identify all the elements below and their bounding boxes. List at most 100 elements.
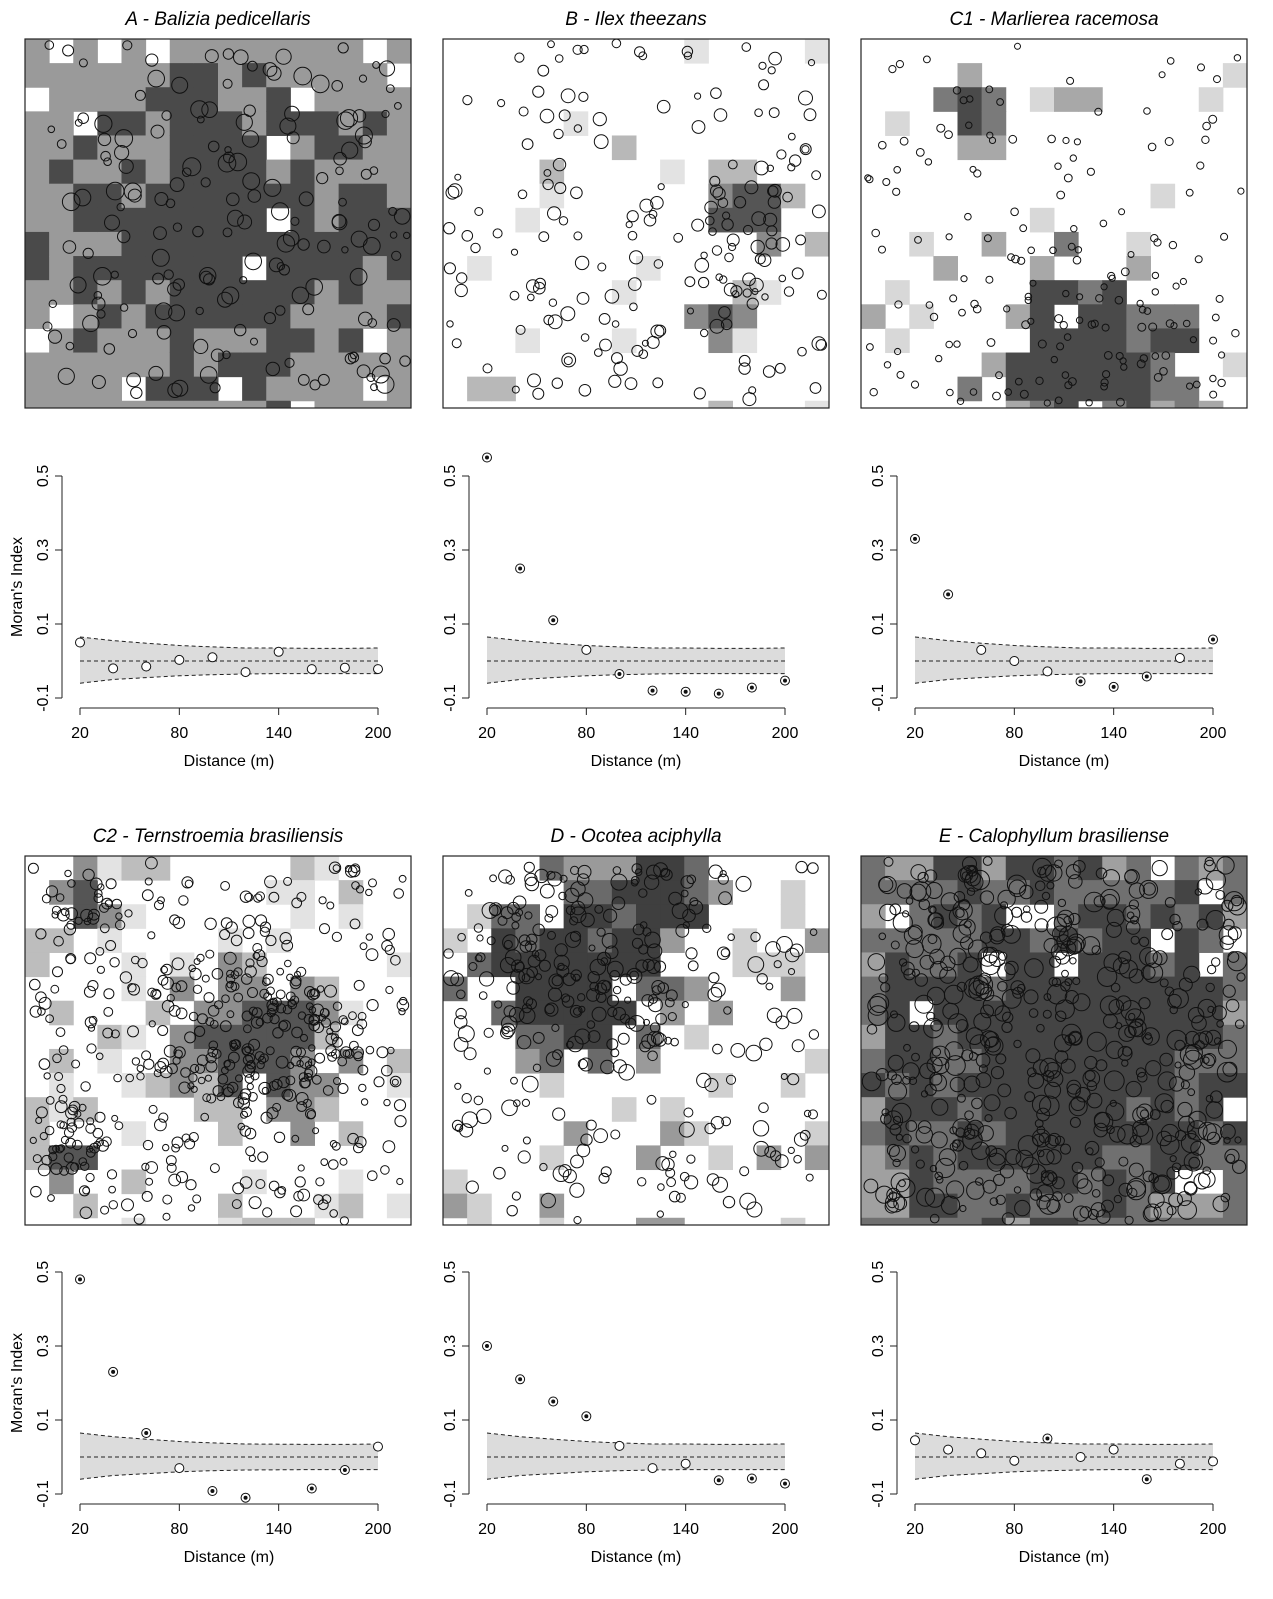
tree-individual [141, 1050, 152, 1061]
tree-individual [586, 988, 600, 1002]
tree-individual [242, 172, 261, 191]
tree-individual [1027, 246, 1035, 255]
tree-individual [1143, 307, 1152, 315]
tree-individual [35, 928, 47, 940]
tree-individual [1068, 874, 1083, 889]
tree-individual [952, 1118, 972, 1138]
tree-individual [1187, 1130, 1197, 1140]
tree-individual [630, 876, 640, 885]
tree-individual [42, 321, 53, 332]
map-quadrat [386, 39, 412, 64]
tree-individual [985, 1145, 998, 1158]
map-quadrat [97, 376, 122, 402]
tree-individual [908, 1021, 920, 1033]
tree-individual [766, 225, 778, 237]
tree-individual [194, 1025, 206, 1038]
tree-individual [72, 1139, 83, 1151]
x-tick-label: 200 [772, 725, 799, 742]
map-frame [442, 855, 830, 1226]
tree-individual [1211, 957, 1221, 967]
tree-individual [764, 1146, 777, 1158]
tree-individual [264, 875, 277, 889]
tree-individual [88, 908, 100, 921]
moran-point-significant [584, 1414, 589, 1419]
tree-individual [1062, 289, 1070, 298]
map-quadrat [1005, 856, 1031, 881]
tree-individual [748, 386, 757, 395]
tree-individual [1093, 895, 1106, 908]
tree-individual [515, 324, 526, 335]
tree-individual [655, 1013, 667, 1025]
tree-individual [233, 967, 243, 977]
tree-individual [205, 949, 215, 959]
tree-individual [274, 1186, 286, 1199]
tree-individual [111, 1114, 119, 1122]
tree-individual [103, 343, 116, 355]
map-quadrat [97, 1048, 122, 1074]
tree-individual [1142, 1034, 1154, 1045]
tree-individual [281, 939, 294, 952]
tree-individual [510, 248, 519, 256]
map-quadrat [1126, 856, 1151, 881]
tree-individual [1169, 1155, 1177, 1163]
map-quadrat [97, 856, 122, 881]
tree-individual [1153, 1175, 1170, 1192]
tree-individual [1128, 1019, 1147, 1038]
tree-individual [807, 862, 819, 874]
moran-point-significant [1111, 684, 1116, 689]
tree-individual [628, 277, 642, 291]
tree-individual [768, 183, 782, 198]
tree-individual [926, 1011, 936, 1021]
map-quadrat [218, 328, 243, 354]
tree-individual [682, 921, 690, 929]
tree-individual [1157, 1071, 1177, 1091]
tree-individual [255, 1179, 266, 1189]
tree-individual [653, 259, 664, 269]
tree-individual [960, 275, 968, 283]
tree-individual [97, 132, 112, 147]
tree-individual [55, 893, 65, 902]
map-quadrat [885, 1048, 910, 1074]
map-quadrat [121, 976, 147, 1002]
tree-individual [108, 1185, 116, 1194]
map-quadrat [338, 159, 364, 185]
tree-individual [725, 1074, 737, 1085]
tree-individual [539, 108, 555, 124]
map-quadrat [73, 880, 98, 905]
tree-individual [532, 387, 545, 400]
tree-individual [222, 227, 233, 238]
tree-individual [145, 856, 158, 870]
tree-individual [517, 1150, 531, 1164]
tree-individual [86, 1043, 97, 1054]
map-quadrat [1029, 400, 1055, 408]
map-quadrat [467, 952, 492, 978]
tree-individual [1076, 1178, 1093, 1195]
tree-individual [1221, 899, 1234, 912]
map-quadrat [1222, 1024, 1248, 1050]
tree-individual [532, 923, 546, 937]
tree-individual [1068, 1097, 1088, 1117]
map-quadrat [981, 1217, 1007, 1225]
tree-individual [245, 1146, 256, 1157]
tree-individual [1136, 1103, 1154, 1121]
tree-individual [1066, 1079, 1082, 1095]
map-quadrat [467, 1193, 492, 1219]
tree-individual [263, 992, 273, 1001]
tree-individual [246, 1082, 254, 1091]
tree-individual [765, 941, 781, 957]
tree-individual [1174, 1061, 1182, 1069]
tree-individual [1061, 371, 1070, 379]
tree-individual [127, 328, 138, 339]
map-quadrat [1029, 352, 1055, 378]
tree-individual [644, 931, 661, 949]
tree-individual [275, 48, 292, 65]
map-quadrat [1150, 376, 1176, 402]
tree-individual [1010, 980, 1026, 995]
map-quadrat [290, 207, 315, 233]
tree-individual [1058, 926, 1079, 946]
panel-title: A - Balizia pedicellaris [124, 9, 311, 30]
tree-individual [886, 1143, 900, 1157]
tree-individual [1037, 866, 1046, 876]
tree-individual [661, 1157, 675, 1172]
tree-individual [656, 1210, 664, 1218]
